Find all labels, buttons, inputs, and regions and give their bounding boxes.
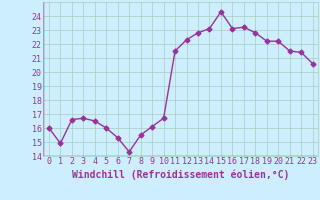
X-axis label: Windchill (Refroidissement éolien,°C): Windchill (Refroidissement éolien,°C)	[72, 169, 290, 180]
